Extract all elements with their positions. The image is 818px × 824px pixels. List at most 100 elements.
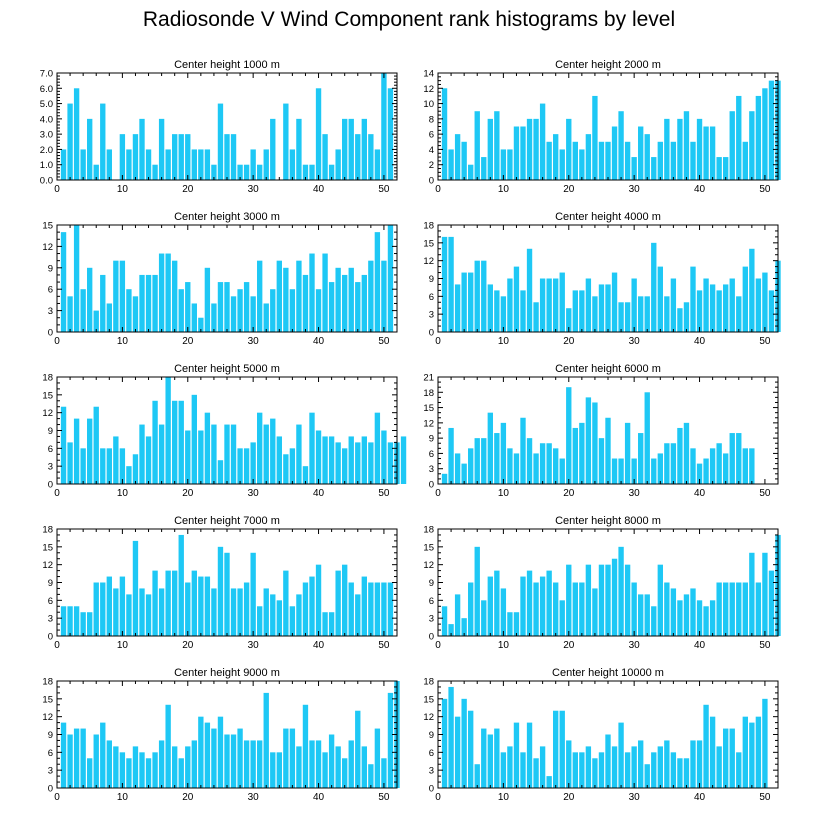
bar (230, 134, 237, 180)
bar (113, 260, 119, 332)
bar (204, 149, 211, 180)
bar (494, 111, 500, 180)
y-tick-label: 12 (423, 84, 434, 95)
x-tick-label: 20 (563, 184, 575, 195)
bar (566, 387, 572, 484)
bar (500, 752, 507, 788)
bar (448, 624, 454, 636)
bar (651, 752, 657, 788)
y-tick-label: 6 (48, 444, 53, 455)
bar (520, 126, 526, 180)
bar (296, 746, 302, 788)
bar (696, 463, 703, 484)
y-tick-label: 12 (423, 418, 434, 429)
bar (67, 296, 73, 332)
bar (119, 260, 126, 332)
bar (611, 272, 618, 332)
bar (605, 417, 611, 484)
bar (598, 438, 605, 484)
bar (553, 134, 559, 180)
bar (657, 141, 663, 180)
bar (709, 716, 716, 788)
y-tick-label: 5.0 (40, 99, 53, 110)
bar (507, 278, 513, 332)
bar (158, 588, 165, 636)
panel-title: Center height 2000 m (555, 59, 661, 71)
bar (553, 582, 559, 636)
bar (342, 118, 348, 180)
x-tick-label: 20 (182, 336, 194, 347)
y-tick-label: 0 (48, 632, 53, 643)
bar (87, 758, 93, 788)
bar (185, 746, 191, 788)
bar (381, 758, 387, 788)
bar (513, 266, 520, 332)
x-tick-label: 10 (498, 488, 510, 499)
panel-title: Center height 6000 m (555, 363, 661, 375)
x-tick-label: 30 (248, 336, 260, 347)
bar (729, 111, 735, 180)
bar (60, 722, 67, 788)
bar (631, 278, 637, 332)
bar (670, 141, 677, 180)
bar (119, 134, 126, 180)
bar (119, 576, 126, 636)
bar (749, 111, 755, 180)
bar (172, 570, 178, 636)
bar (342, 274, 348, 332)
x-tick-label: 40 (694, 792, 706, 803)
bar (742, 582, 748, 636)
x-tick-label: 0 (54, 336, 60, 347)
bar (198, 149, 204, 180)
bar (441, 473, 448, 484)
bar (618, 302, 624, 332)
x-tick-label: 50 (378, 488, 390, 499)
bar (651, 458, 657, 484)
bar (139, 424, 145, 484)
bar (73, 418, 80, 484)
bar (736, 752, 742, 788)
bar (224, 734, 230, 788)
bar (204, 576, 211, 636)
bar (585, 134, 592, 180)
bar (100, 448, 106, 484)
bar (198, 576, 204, 636)
bar (113, 746, 119, 788)
bar (690, 740, 696, 788)
bar (500, 588, 507, 636)
bar (328, 734, 335, 788)
bar (611, 558, 618, 636)
bar (487, 284, 493, 332)
bar (73, 728, 80, 788)
x-tick-label: 10 (498, 792, 510, 803)
y-tick-label: 18 (423, 677, 434, 688)
y-tick-label: 3 (429, 464, 434, 475)
bar (309, 253, 315, 332)
bar (250, 149, 256, 180)
bar (539, 278, 546, 332)
panel-title: Center height 7000 m (174, 515, 280, 527)
bar (152, 752, 158, 788)
bar (696, 600, 703, 636)
bar (276, 260, 282, 332)
bar (546, 141, 552, 180)
panel-7: Center height 7000 m 0 10 20 30 40 50 0 3 6 9 12 15 1… (42, 515, 398, 651)
bar (500, 422, 507, 484)
bar (224, 552, 230, 636)
bar (302, 582, 309, 636)
x-tick-label: 30 (629, 336, 641, 347)
bar (309, 164, 315, 180)
bar (644, 764, 650, 788)
x-tick-label: 30 (248, 792, 260, 803)
main-title: Radiosonde V Wind Component rank histogr… (142, 8, 676, 31)
bar (683, 111, 690, 180)
x-tick-label: 50 (378, 336, 390, 347)
bar (289, 448, 296, 484)
bar (566, 564, 572, 636)
bar (454, 134, 461, 180)
bar (283, 570, 289, 636)
bar (703, 458, 709, 484)
bar (60, 406, 67, 484)
x-tick-label: 50 (378, 640, 390, 651)
bar (178, 534, 184, 636)
